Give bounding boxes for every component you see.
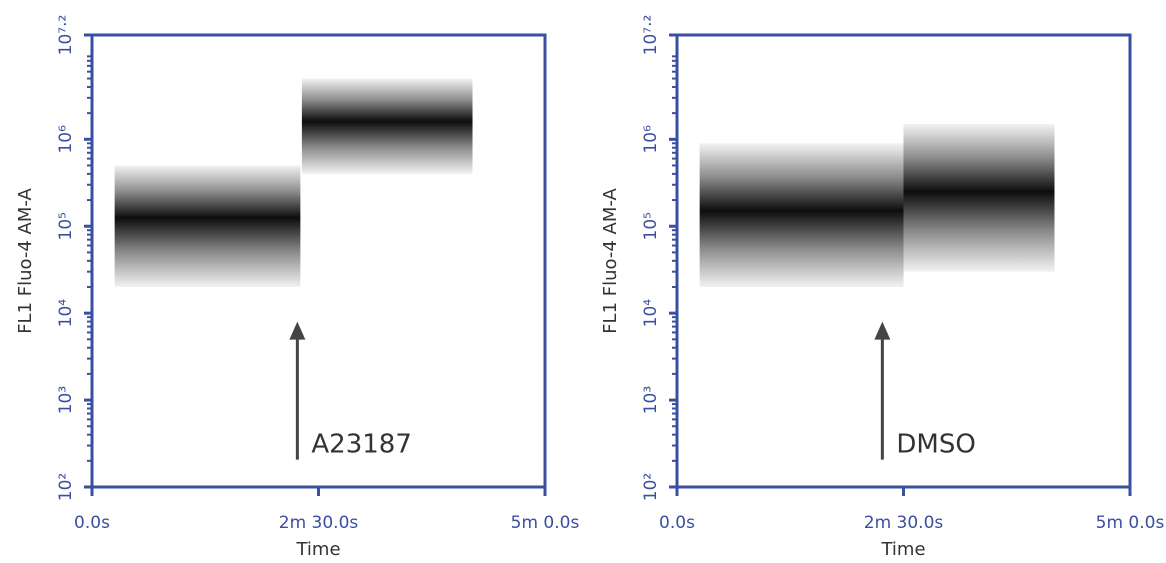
y-tick-label: 10⁵ [641, 212, 661, 240]
arrow-head [289, 321, 306, 340]
density-band [114, 165, 301, 287]
y-tick-label: 10⁷·² [641, 15, 661, 56]
y-axis-label: FL1 Fluo-4 AM-A [15, 188, 36, 334]
x-axis-label: Time [880, 539, 925, 560]
y-tick-label: 10³ [56, 386, 76, 414]
y-tick-label: 10² [641, 473, 661, 501]
x-tick-label: 2m 30.0s [279, 513, 359, 533]
panel: 10² 10³ 10⁴ 10⁵ 10⁶ 10⁷·² 0.0s 2m 30.0s 5m 0.0s T… [600, 15, 1164, 560]
annotation-text: A23187 [311, 430, 412, 460]
density-band [903, 124, 1055, 272]
density-band [699, 143, 904, 287]
density-band [301, 78, 473, 174]
x-tick-label: 2m 30.0s [864, 513, 944, 533]
y-tick-label: 10⁶ [641, 125, 661, 154]
y-tick-label: 10⁵ [56, 212, 76, 240]
y-tick-label: 10⁴ [56, 299, 76, 328]
x-tick-label: 0.0s [74, 513, 110, 533]
x-axis-label: Time [295, 539, 340, 560]
y-tick-label: 10⁴ [641, 299, 661, 328]
y-tick-label: 10² [56, 473, 76, 501]
arrow-head [874, 321, 891, 340]
y-axis-label: FL1 Fluo-4 AM-A [600, 188, 621, 334]
x-tick-label: 0.0s [659, 513, 695, 533]
y-tick-label: 10⁷·² [56, 15, 76, 56]
y-tick-label: 10³ [641, 386, 661, 414]
y-tick-label: 10⁶ [56, 125, 76, 154]
x-tick-label: 5m 0.0s [1096, 513, 1165, 533]
x-tick-label: 5m 0.0s [511, 513, 580, 533]
annotation-text: DMSO [896, 430, 975, 460]
panel: 10² 10³ 10⁴ 10⁵ 10⁶ 10⁷·² 0.0s 2m 30.0s 5m 0.0s T… [15, 15, 579, 560]
